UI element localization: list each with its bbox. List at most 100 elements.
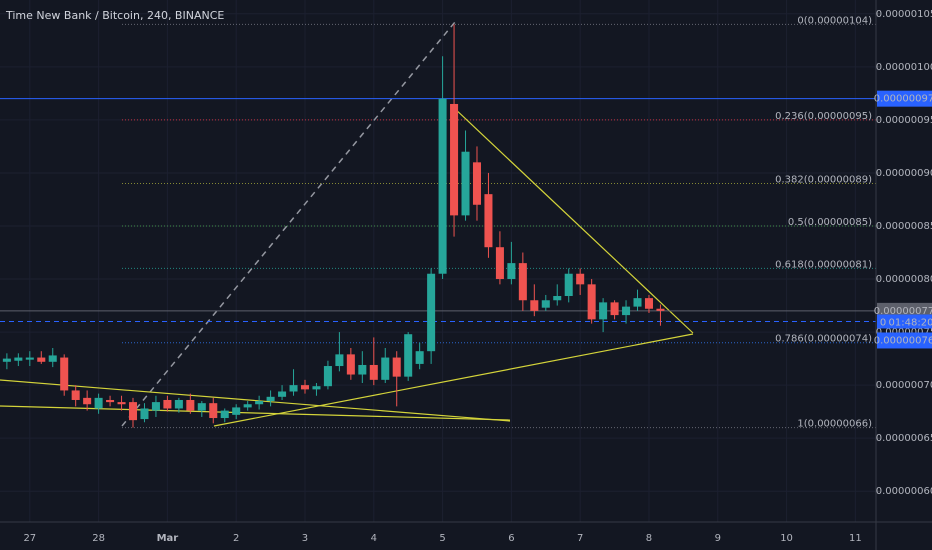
drawings <box>0 21 694 427</box>
candle-body <box>644 298 653 309</box>
candle-body <box>232 407 241 415</box>
x-tick-label: 28 <box>92 533 105 544</box>
candle-body <box>25 357 34 360</box>
candle-body <box>633 298 642 307</box>
fib-label: 0.618(0.00000081) <box>775 259 872 270</box>
x-tick-label: 4 <box>371 533 377 544</box>
countdown-marker: 0 <box>880 317 886 328</box>
price-badge <box>877 332 932 349</box>
candle-body <box>610 302 619 316</box>
candle-body <box>312 386 321 390</box>
candle-body <box>14 357 23 361</box>
candle-body <box>576 273 585 285</box>
x-tick-label: 11 <box>849 533 862 544</box>
x-tick-label: 10 <box>780 533 793 544</box>
candle-body <box>323 366 332 387</box>
candle-body <box>495 247 504 280</box>
candle-body <box>346 354 355 375</box>
candle-body <box>106 399 115 403</box>
x-tick-label: 6 <box>508 533 514 544</box>
axes: 0.00000105 0.00000100 0.00000095 0.00000090… <box>23 9 932 544</box>
candle-body <box>369 364 378 380</box>
candle-body <box>255 401 264 405</box>
price-badge <box>877 90 932 107</box>
candle-body <box>622 306 631 316</box>
y-tick-label: 0.00000085 <box>876 221 932 232</box>
price-badge-label: 0.00000097 <box>874 94 932 105</box>
candle-body <box>553 296 562 301</box>
candle-body <box>209 403 218 419</box>
candle-body <box>163 399 172 409</box>
candle-body <box>197 403 206 411</box>
candle-body <box>300 385 310 390</box>
x-tick-label: 7 <box>577 533 583 544</box>
candle-body <box>530 300 539 311</box>
candle-body <box>151 402 160 411</box>
y-tick-label: 0.00000105 <box>876 9 932 20</box>
candle-body <box>37 357 46 362</box>
y-tick-label: 0.00000065 <box>876 433 932 444</box>
candle-body <box>174 399 183 409</box>
candle-body <box>60 357 69 391</box>
y-tick-label: 0.00000090 <box>876 168 932 179</box>
countdown: 01:48:20 <box>889 317 932 328</box>
y-tick-label: 0.00000100 <box>876 62 932 73</box>
candle-body <box>140 408 149 420</box>
candle-body <box>243 404 252 408</box>
trend-line <box>0 405 511 421</box>
candle-body <box>587 284 596 320</box>
fib-label: 1(0.00000066) <box>797 419 872 430</box>
trend-line <box>451 105 694 334</box>
candle-body <box>392 357 401 377</box>
candle-body <box>128 402 138 421</box>
x-tick-label: 27 <box>23 533 36 544</box>
fib-label: 0(0.00000104) <box>797 15 872 26</box>
candle-body <box>289 385 298 392</box>
countdown-badge <box>877 314 932 329</box>
x-tick-label: 3 <box>302 533 308 544</box>
candle-body <box>507 263 516 280</box>
price-badge-label: 0.00000077 <box>874 306 932 317</box>
chart-title: Time New Bank / Bitcoin, 240, BINANCE <box>5 9 224 22</box>
x-tick-label: 9 <box>715 533 721 544</box>
candle-body <box>438 98 447 274</box>
trend-line <box>0 379 511 422</box>
candles <box>2 24 665 428</box>
y-tick-label: 0.00000060 <box>876 486 932 497</box>
candle-body <box>404 334 413 377</box>
candle-body <box>71 390 80 400</box>
candle-body <box>656 308 665 311</box>
candle-body <box>564 273 573 297</box>
x-tick-label: Mar <box>157 533 179 544</box>
candle-body <box>358 364 367 375</box>
candle-body <box>335 354 344 367</box>
candle-body <box>518 263 527 301</box>
candle-body <box>427 273 436 352</box>
candle-body <box>48 355 57 362</box>
y-tick-label: 0.00000095 <box>876 115 932 126</box>
candle-body <box>415 351 424 364</box>
candle-body <box>461 151 470 216</box>
candle-body <box>186 399 195 411</box>
candle-body <box>2 358 11 362</box>
candle-body <box>472 162 481 205</box>
candle-body <box>599 302 608 320</box>
fib-label: 0.382(0.00000089) <box>775 175 872 186</box>
price-lines <box>0 98 876 322</box>
trend-line <box>213 333 694 427</box>
fib-label: 0.236(0.00000095) <box>775 111 872 122</box>
price-badge-label: 0.00000076 <box>874 335 932 346</box>
candle-body <box>117 402 126 405</box>
y-tick-label: 0.00000070 <box>876 380 932 391</box>
candle-body <box>278 391 287 397</box>
x-tick-label: 5 <box>439 533 445 544</box>
candle-body <box>381 357 390 380</box>
candle-body <box>450 103 459 216</box>
x-tick-label: 8 <box>646 533 652 544</box>
candle-body <box>266 396 275 402</box>
candle-body <box>94 397 103 409</box>
candle-body <box>541 300 550 308</box>
y-tick-label: 0.00000080 <box>876 274 932 285</box>
